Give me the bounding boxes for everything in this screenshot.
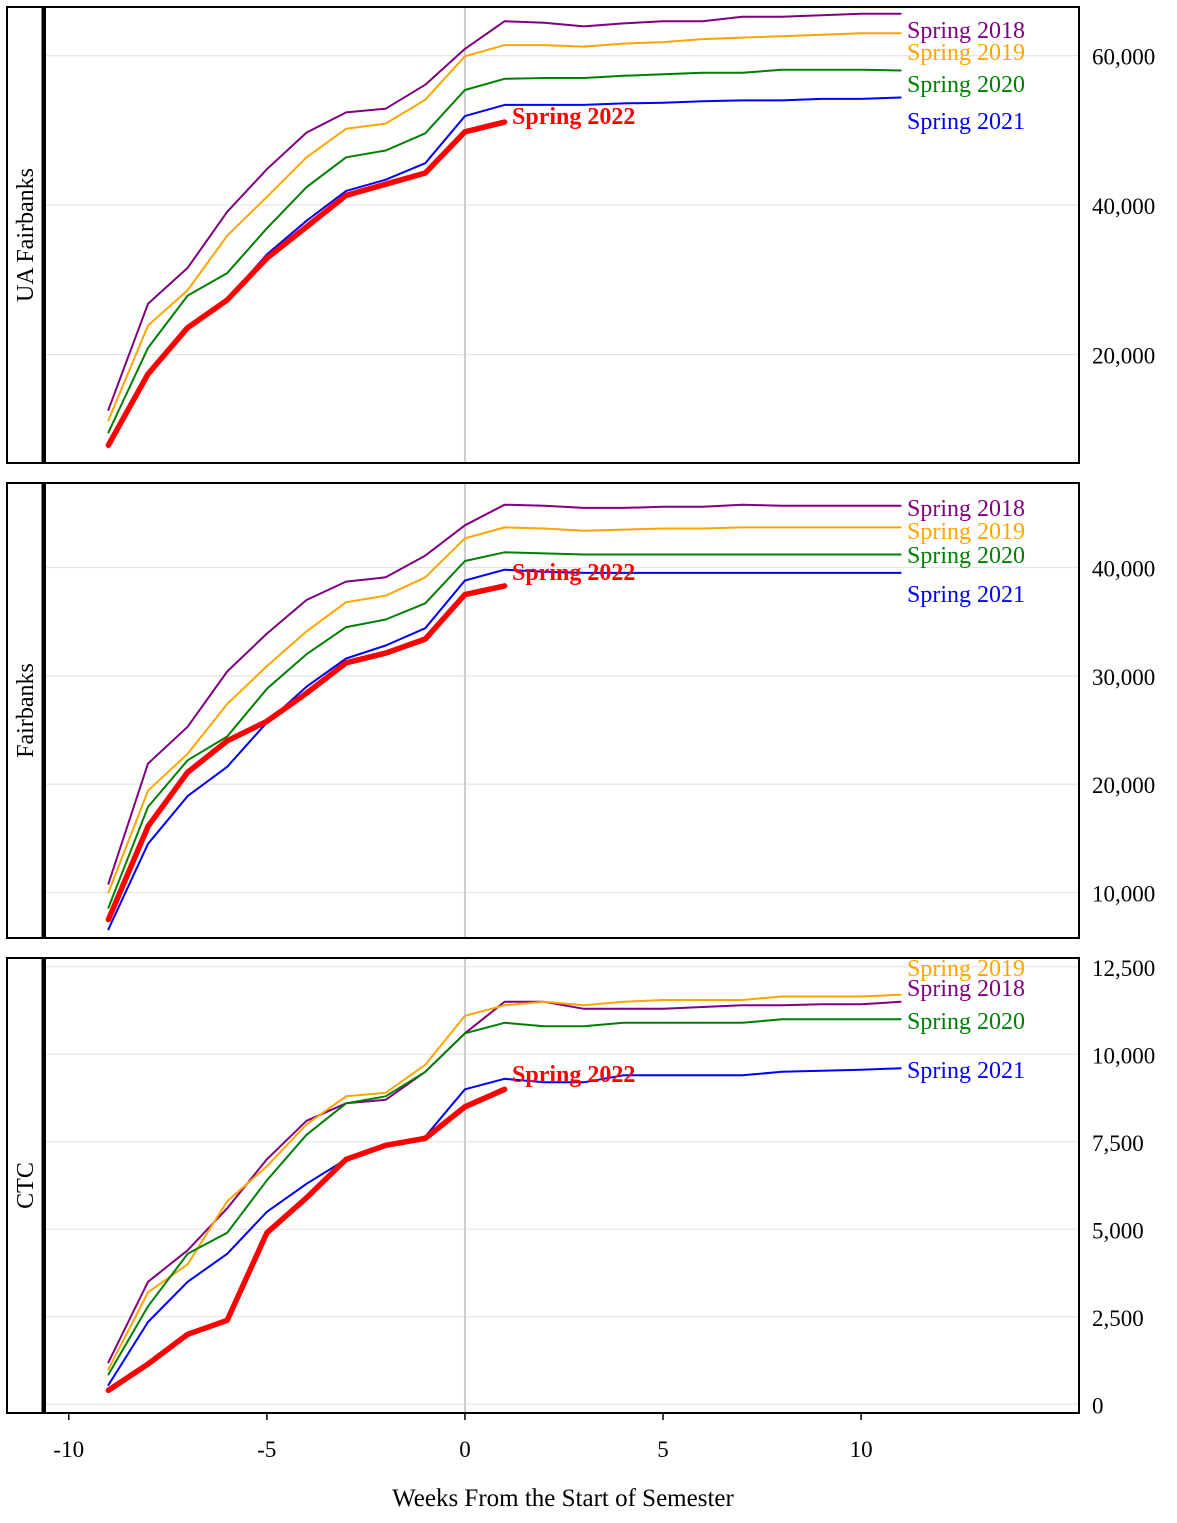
series-line-spring-2018 — [107, 12, 902, 411]
y-tick-label: 40,000 — [1092, 557, 1155, 582]
series-line-spring-2021 — [107, 568, 902, 931]
series-line-spring-2019 — [107, 32, 902, 422]
y-tick-label: 10,000 — [1092, 882, 1155, 907]
series-label: Spring 2019 — [907, 40, 1025, 66]
y-tick-label: 40,000 — [1092, 194, 1155, 219]
series-label: Spring 2022 — [512, 560, 635, 586]
series-label: Spring 2021 — [907, 1058, 1025, 1084]
series-line-spring-2022 — [105, 1086, 508, 1394]
y-tick-label: 30,000 — [1092, 665, 1155, 690]
facet-label: UA Fairbanks — [13, 168, 39, 302]
series-line-spring-2020 — [107, 68, 902, 434]
y-tick-label: 12,500 — [1092, 956, 1155, 981]
x-tick-label: 0 — [459, 1437, 471, 1462]
series-line-spring-2018 — [107, 1000, 902, 1364]
facet-label: Fairbanks — [13, 663, 39, 758]
panel-1: Fairbanks 10,000 20,000 30,000 40,000 Spring … — [6, 482, 1155, 939]
x-tick-label: -10 — [53, 1437, 84, 1462]
y-tick-label: 5,000 — [1092, 1218, 1144, 1243]
series-label: Spring 2019 — [907, 956, 1025, 982]
facet-strip — [6, 957, 46, 1414]
series-line-spring-2022 — [105, 119, 508, 448]
series-line-spring-2018 — [107, 503, 902, 885]
y-tick-label: 7,500 — [1092, 1131, 1144, 1156]
x-tick-label: 10 — [850, 1437, 873, 1462]
series-label: Spring 2018 — [907, 496, 1025, 522]
panel-border — [44, 6, 1080, 464]
y-tick-label: 10,000 — [1092, 1043, 1155, 1068]
facet-strip — [6, 482, 46, 939]
series-line-spring-2020 — [107, 551, 902, 909]
series-label: Spring 2022 — [512, 104, 635, 130]
y-tick-label: 20,000 — [1092, 773, 1155, 798]
series-label: Spring 2020 — [907, 543, 1025, 569]
facet-label: CTC — [13, 1162, 39, 1209]
facet-strip — [6, 6, 46, 464]
series-label: Spring 2020 — [907, 72, 1025, 98]
y-tick-label: 2,500 — [1092, 1306, 1144, 1331]
series-label: Spring 2019 — [907, 519, 1025, 545]
y-tick-label: 60,000 — [1092, 45, 1155, 70]
series-line-spring-2019 — [107, 993, 902, 1371]
series-line-spring-2022 — [105, 583, 508, 923]
x-tick-label: -5 — [257, 1437, 276, 1462]
series-line-spring-2021 — [107, 1067, 902, 1386]
x-axis-title: Weeks From the Start of Semester — [392, 1485, 734, 1512]
series-line-spring-2020 — [107, 1018, 902, 1376]
series-label: Spring 2018 — [907, 976, 1025, 1002]
y-tick-label: 0 — [1092, 1393, 1104, 1418]
series-label: Spring 2020 — [907, 1009, 1025, 1035]
series-label: Spring 2022 — [512, 1062, 635, 1088]
panel-border — [44, 482, 1080, 939]
x-tick-label: 5 — [657, 1437, 669, 1462]
series-label: Spring 2018 — [907, 18, 1025, 44]
series-line-spring-2019 — [107, 526, 902, 894]
series-label: Spring 2021 — [907, 109, 1025, 135]
panel-0: UA Fairbanks 20,000 40,000 60,000 Spring 201… — [6, 6, 1155, 464]
panel-border — [44, 957, 1080, 1414]
y-tick-label: 20,000 — [1092, 344, 1155, 369]
series-label: Spring 2021 — [907, 582, 1025, 608]
panel-2: CTC 0 2,500 5,000 7,500 10,000 12,500 Spring 20… — [6, 956, 1155, 1418]
